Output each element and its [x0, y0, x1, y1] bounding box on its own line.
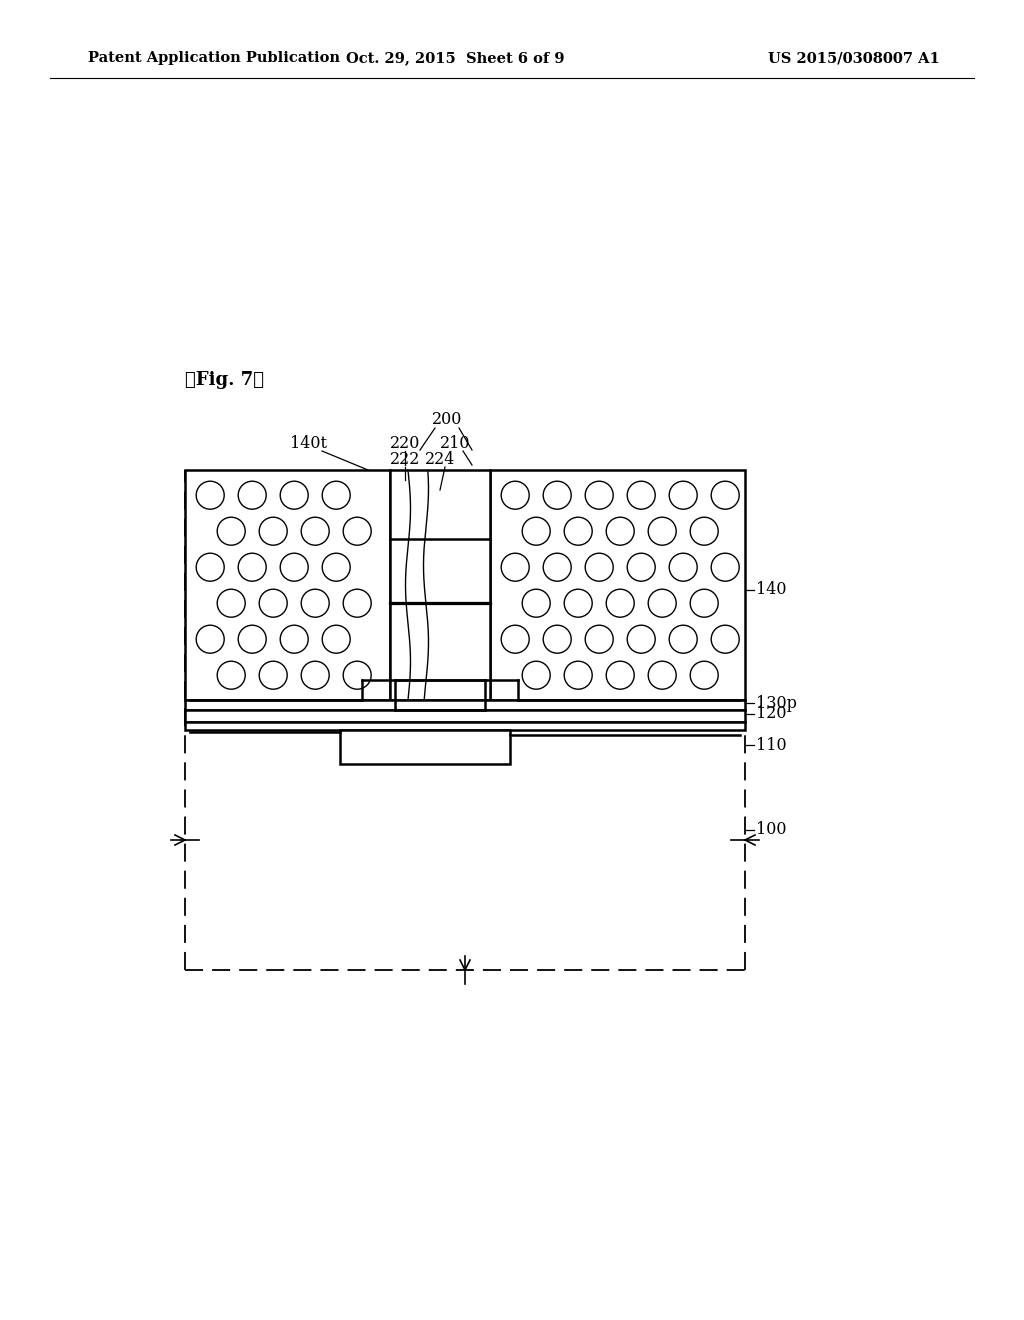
Bar: [490, 470, 745, 700]
Text: 100: 100: [756, 821, 786, 838]
Text: 220: 220: [390, 434, 420, 451]
Bar: [185, 722, 745, 730]
Text: 210: 210: [439, 434, 470, 451]
Bar: [185, 700, 745, 710]
Text: 222: 222: [390, 451, 420, 469]
Bar: [390, 470, 490, 700]
Text: US 2015/0308007 A1: US 2015/0308007 A1: [768, 51, 940, 65]
Text: 110: 110: [756, 737, 786, 754]
Text: 200: 200: [432, 412, 462, 429]
Text: 140t: 140t: [290, 434, 327, 451]
Text: 130p: 130p: [756, 694, 797, 711]
Text: Patent Application Publication: Patent Application Publication: [88, 51, 340, 65]
Text: 224: 224: [425, 451, 456, 469]
Text: 140: 140: [756, 582, 786, 598]
Text: 【Fig. 7】: 【Fig. 7】: [185, 371, 264, 389]
Bar: [340, 730, 510, 764]
Bar: [185, 470, 390, 700]
Text: 120: 120: [756, 705, 786, 722]
Bar: [185, 710, 745, 722]
Text: Oct. 29, 2015  Sheet 6 of 9: Oct. 29, 2015 Sheet 6 of 9: [346, 51, 564, 65]
